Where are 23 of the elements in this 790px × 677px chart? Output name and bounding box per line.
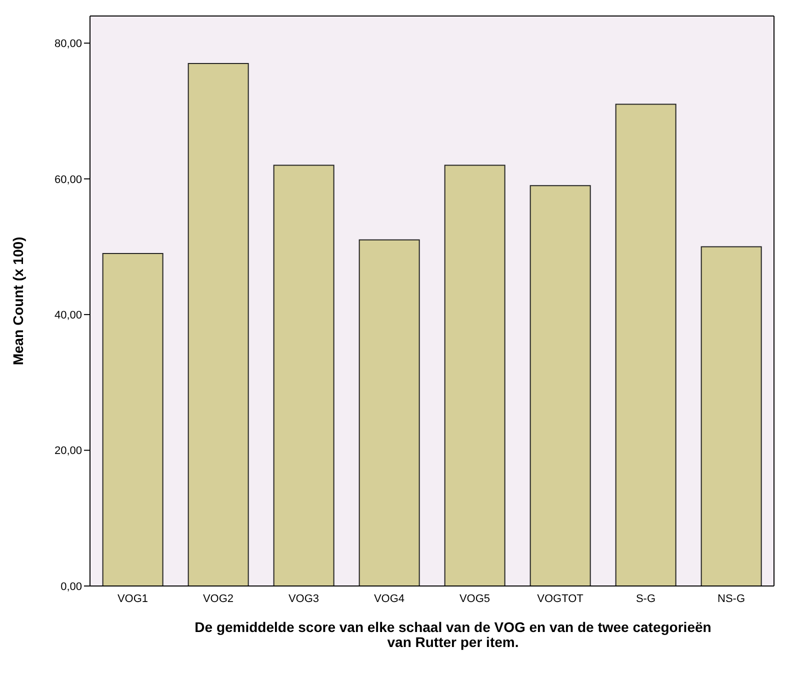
y-tick-label: 60,00	[54, 174, 82, 186]
y-axis-title: Mean Count (x 100)	[10, 236, 26, 366]
bar	[273, 164, 334, 586]
x-axis-title: De gemiddelde score van elke schaal van de VOG en van de twee categorieën van Rutter per item.	[194, 619, 712, 650]
y-tick-label: 0,00	[60, 580, 82, 593]
x-tick-label: VOGTOT	[537, 592, 584, 605]
x-tick-label: VOG4	[374, 592, 405, 605]
bar	[188, 63, 249, 586]
x-tick-label: VOG2	[202, 592, 234, 605]
bar	[530, 185, 591, 586]
bar	[358, 239, 420, 586]
x-tick-label: VOG3	[288, 592, 320, 605]
y-tick-label: 80,00	[54, 38, 82, 50]
x-tick-label: VOG5	[459, 592, 490, 605]
x-tick-label: VOG1	[117, 592, 148, 605]
x-tick-label: S-G	[636, 592, 656, 605]
y-tick-label: 20,00	[54, 445, 82, 458]
bar	[102, 253, 164, 586]
y-tick-label: 40,00	[54, 309, 82, 322]
x-tick-label: NS-G	[718, 592, 745, 605]
bar	[615, 104, 676, 586]
bar	[700, 246, 762, 586]
bar	[444, 164, 506, 586]
